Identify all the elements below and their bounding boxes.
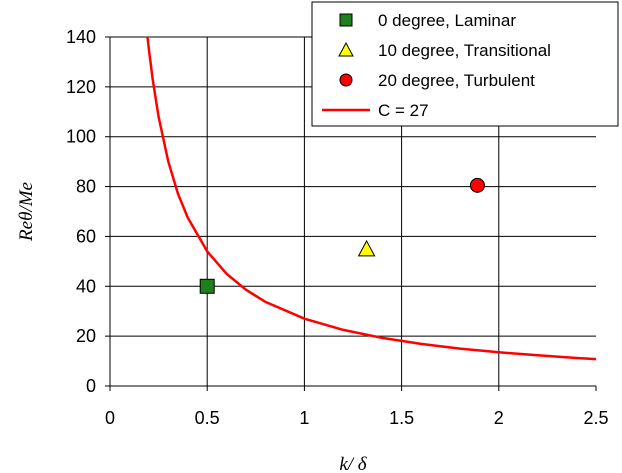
y-tick-label: 40 xyxy=(76,276,96,296)
y-tick-label: 80 xyxy=(76,177,96,197)
data-point-transitional xyxy=(357,239,376,257)
x-tick-label: 2 xyxy=(494,408,504,428)
legend-marker-circle xyxy=(339,73,353,87)
data-point-turbulent xyxy=(469,177,485,193)
y-tick-label: 120 xyxy=(66,77,96,97)
legend-marker-square xyxy=(339,13,353,27)
y-tick-label: 60 xyxy=(76,226,96,246)
legend-marker-triangle xyxy=(338,41,354,57)
x-tick-label: 2.5 xyxy=(583,408,608,428)
x-axis-title: k/ δ xyxy=(339,454,367,473)
legend-label: 0 degree, Laminar xyxy=(378,11,516,30)
y-tick-label: 0 xyxy=(86,376,96,396)
legend-label: C = 27 xyxy=(378,101,429,120)
y-tick-label: 100 xyxy=(66,127,96,147)
x-tick-label: 0.5 xyxy=(195,408,220,428)
legend-box xyxy=(311,1,619,127)
legend-label: 10 degree, Transitional xyxy=(378,41,551,60)
y-tick-label: 140 xyxy=(66,27,96,47)
y-axis-title: Reθ/Me xyxy=(16,182,37,242)
x-tick-label: 1.5 xyxy=(389,408,414,428)
x-tick-label: 0 xyxy=(105,408,115,428)
y-tick-label: 20 xyxy=(76,326,96,346)
legend-label: 20 degree, Turbulent xyxy=(378,71,535,90)
data-point-laminar xyxy=(199,278,215,294)
x-tick-label: 1 xyxy=(299,408,309,428)
series-line-c27 xyxy=(146,37,596,361)
